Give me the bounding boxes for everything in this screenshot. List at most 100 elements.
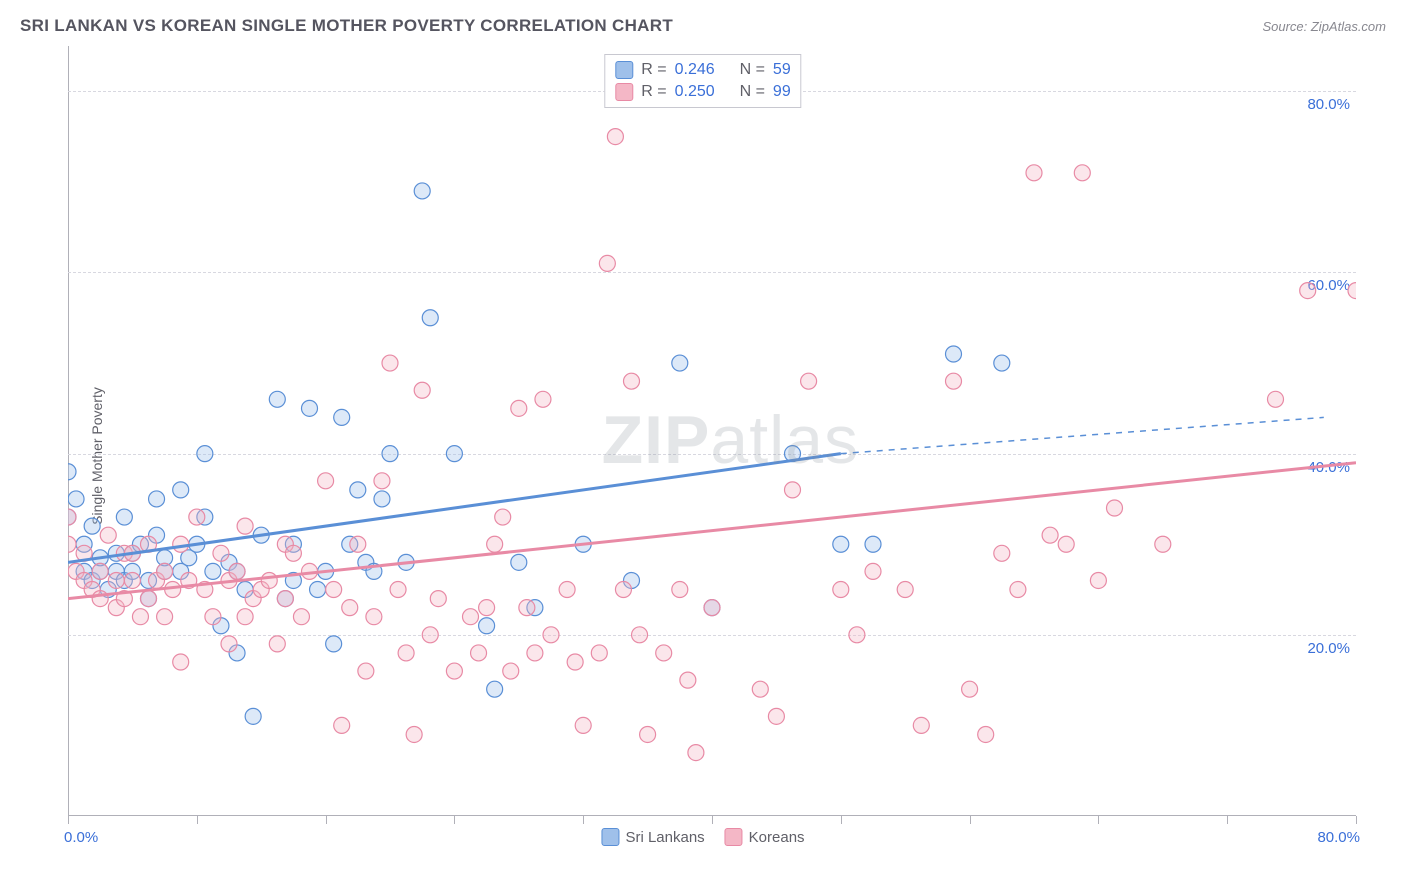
legend-item: Sri Lankans [601,828,704,846]
data-point [237,518,253,534]
data-point [92,563,108,579]
data-point [463,609,479,625]
data-point [382,446,398,462]
data-point [1010,582,1026,598]
data-point [801,373,817,389]
data-point [1268,391,1284,407]
data-point [704,600,720,616]
data-point [865,563,881,579]
data-point [293,609,309,625]
data-point [157,563,173,579]
data-point [269,636,285,652]
data-point [752,681,768,697]
data-point [350,536,366,552]
data-point [1155,536,1171,552]
x-tick [841,816,842,824]
data-point [245,708,261,724]
x-max-label: 80.0% [1317,829,1360,846]
legend-swatch [725,828,743,846]
data-point [205,563,221,579]
legend-top: R = 0.246 N = 59R = 0.250 N = 99 [604,54,801,108]
data-point [632,627,648,643]
data-point [446,663,462,679]
data-point [132,609,148,625]
legend-label: Koreans [749,829,805,846]
data-point [68,509,76,525]
x-tick [712,816,713,824]
data-point [141,591,157,607]
legend-swatch [615,61,633,79]
data-point [479,600,495,616]
data-point [559,582,575,598]
x-tick [68,816,69,824]
data-point [567,654,583,670]
data-point [1107,500,1123,516]
legend-bottom: Sri Lankans Koreans [601,828,804,846]
x-tick [970,816,971,824]
data-point [326,582,342,598]
legend-swatch [601,828,619,846]
data-point [302,400,318,416]
data-point [334,409,350,425]
x-tick [197,816,198,824]
data-point [946,373,962,389]
data-point [68,491,84,507]
x-min-label: 0.0% [64,829,98,846]
data-point [994,355,1010,371]
data-point [599,255,615,271]
data-point [100,527,116,543]
x-tick [1227,816,1228,824]
data-point [116,509,132,525]
legend-row: R = 0.246 N = 59 [615,59,790,81]
data-point [865,536,881,552]
data-point [68,464,76,480]
data-point [285,545,301,561]
data-point [1348,283,1356,299]
data-point [374,473,390,489]
data-point [913,717,929,733]
data-point [487,681,503,697]
data-point [229,563,245,579]
data-point [511,400,527,416]
data-point [374,491,390,507]
data-point [92,591,108,607]
data-point [334,717,350,733]
data-point [962,681,978,697]
data-point [849,627,865,643]
chart-title: SRI LANKAN VS KOREAN SINGLE MOTHER POVER… [20,16,673,36]
data-point [1058,536,1074,552]
data-point [173,482,189,498]
data-point [269,391,285,407]
data-point [422,627,438,643]
source-link[interactable]: ZipAtlas.com [1311,19,1386,34]
data-point [310,582,326,598]
data-point [543,627,559,643]
legend-row: R = 0.250 N = 99 [615,81,790,103]
data-point [946,346,962,362]
data-point [197,446,213,462]
data-point [1074,165,1090,181]
data-point [124,572,140,588]
x-tick [1356,816,1357,824]
data-point [591,645,607,661]
data-point [414,183,430,199]
data-point [503,663,519,679]
data-point [157,609,173,625]
data-point [1300,283,1316,299]
data-point [688,745,704,761]
data-point [978,726,994,742]
data-point [495,509,511,525]
data-point [237,609,253,625]
data-point [430,591,446,607]
data-point [833,536,849,552]
scatter-plot [68,46,1356,816]
data-point [446,446,462,462]
legend-label: Sri Lankans [625,829,704,846]
x-tick [583,816,584,824]
data-point [221,636,237,652]
x-tick [1098,816,1099,824]
x-tick [454,816,455,824]
data-point [1090,572,1106,588]
data-point [624,373,640,389]
legend-item: Koreans [725,828,805,846]
